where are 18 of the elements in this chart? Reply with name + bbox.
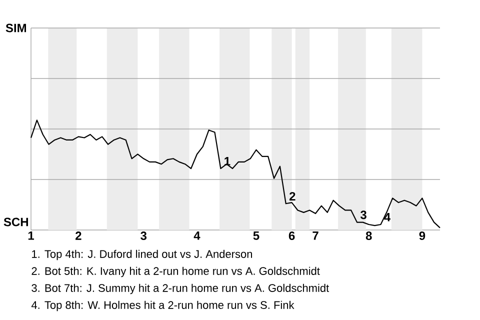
text: 3. Bot 7th: J. Summy hit a 2-run home run vs A. Goldschmidt: [32, 284, 330, 294]
text: 2. Bot 5th: K. Ivany hit a 2-run home run vs A. Goldschmidt: [32, 266, 320, 278]
x-tick-label: 3: [140, 232, 147, 240]
annotation: 4: [384, 213, 391, 222]
x-tick-label: 5: [253, 232, 260, 240]
x-tick-label: 2: [76, 232, 82, 240]
text: SCH: [4, 218, 28, 226]
x-tick-label: 4: [194, 232, 200, 240]
text: 4. Top 8th: W. Holmes hit a 2-run home run vs S. Fink: [31, 300, 294, 312]
text: SIM: [6, 24, 26, 32]
annotation: 2: [290, 192, 296, 200]
text: 1. Top 4th: J. Duford lined out vs J. Anderson: [32, 250, 252, 260]
annotation: 3: [360, 210, 366, 220]
x-tick-label: 1: [28, 232, 34, 240]
x-tick-label: 7: [312, 232, 318, 240]
x-tick-label: 9: [419, 232, 426, 240]
x-tick-label: 8: [366, 232, 372, 240]
x-tick-label: 6: [288, 232, 295, 240]
